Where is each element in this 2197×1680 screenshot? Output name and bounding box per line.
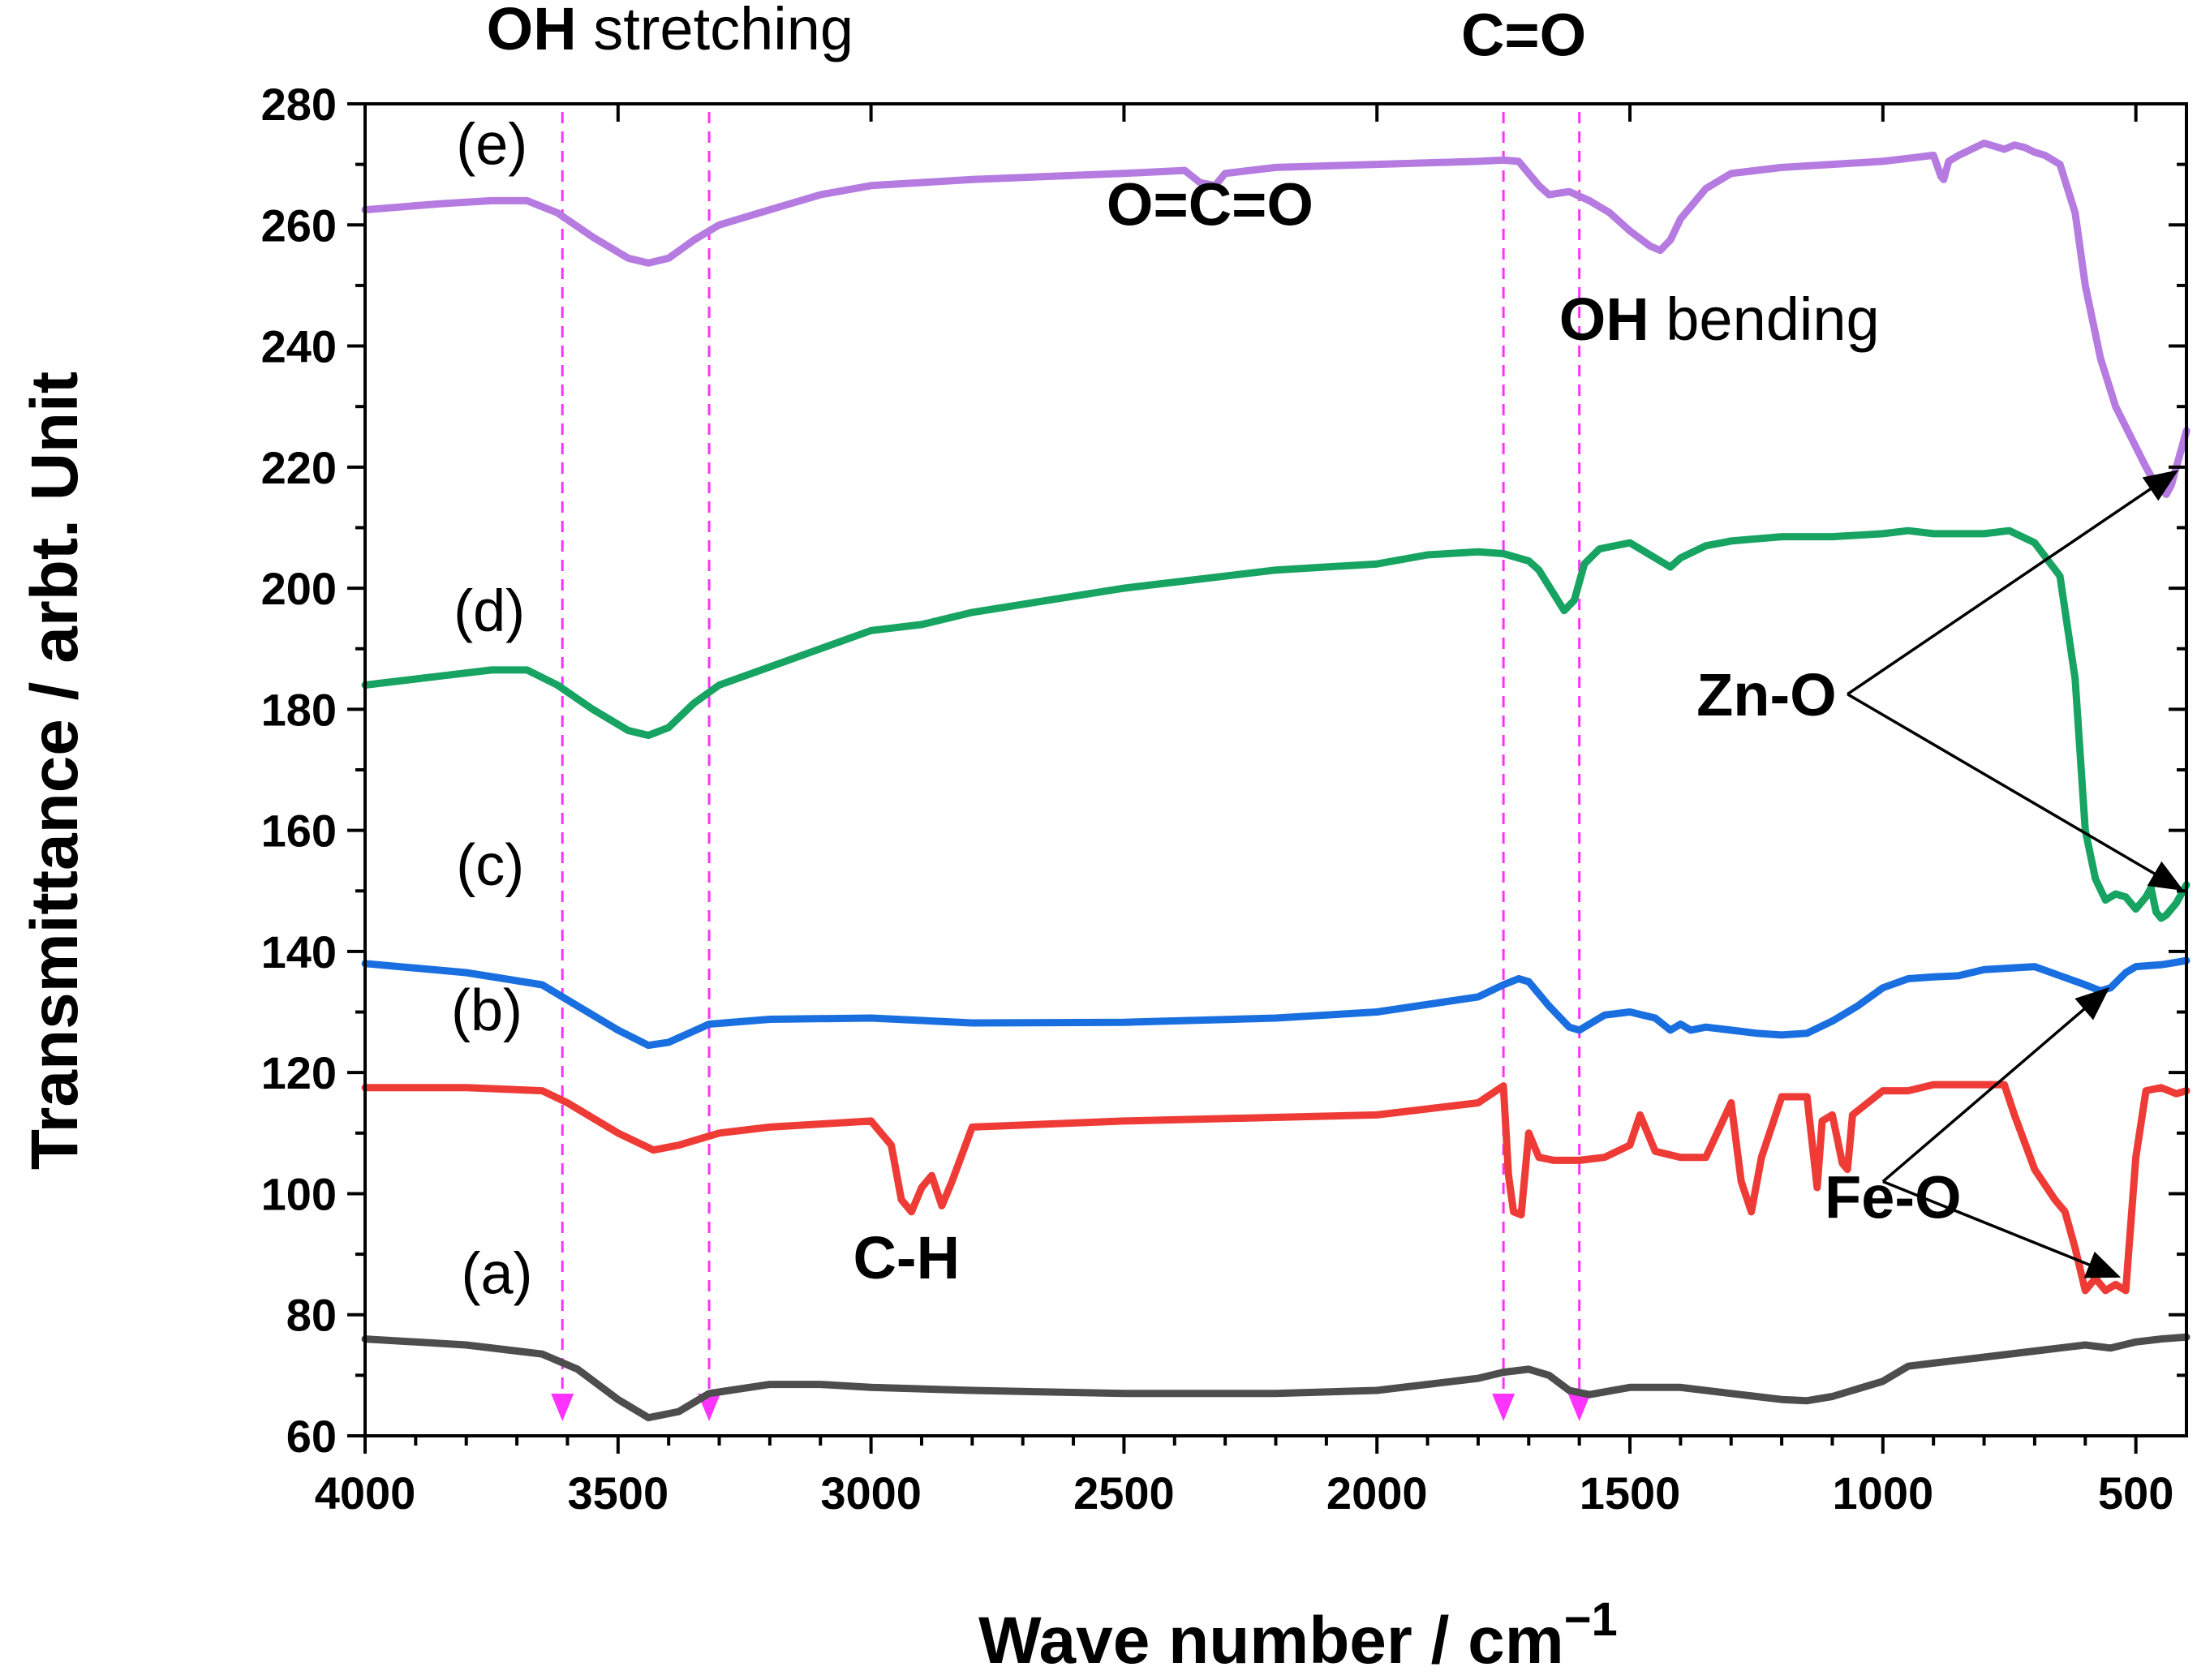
annotation-text: bending — [1649, 286, 1880, 353]
y-tick-label: 280 — [261, 79, 337, 130]
x-tick-label: 1500 — [1580, 1467, 1681, 1519]
annotation-layer: (a) (b) (c) (d) (e) OH stretching C=O O=C=O OH b… — [451, 0, 2184, 1307]
series-label: (c) — [456, 833, 524, 898]
series-line-e — [361, 140, 2191, 498]
annotation-arrow — [1847, 693, 2184, 892]
y-tick-label: 220 — [261, 442, 337, 493]
annotation-label: C-H — [853, 1224, 960, 1291]
series-layer — [361, 140, 2191, 1422]
y-tick-label: 120 — [261, 1047, 337, 1098]
axes-layer — [347, 102, 2188, 1454]
x-tick-label: 2000 — [1326, 1467, 1428, 1519]
annotation-arrow — [1882, 1179, 2122, 1278]
annotation-label: OH stretching — [487, 0, 853, 62]
x-tick-label: 500 — [2098, 1467, 2173, 1519]
x-axis-title-text: Wave number / cm — [978, 1604, 1564, 1678]
annotation-bold: C=O — [1461, 1, 1586, 68]
y-tick-label: 80 — [286, 1290, 337, 1341]
annotation-label: C=O — [1461, 1, 1586, 68]
y-tick-label: 260 — [261, 200, 337, 251]
y-tick-label: 100 — [261, 1168, 337, 1219]
reference-lines — [551, 112, 1591, 1421]
x-tick-label: 3000 — [820, 1467, 922, 1519]
annotation-bold: C-H — [853, 1224, 960, 1291]
label-layer: 60 80 100 120 140 160 180 200 220 240 260 280 4000 35… — [261, 79, 2174, 1519]
y-tick-label: 200 — [261, 563, 337, 614]
y-tick-label: 140 — [261, 926, 337, 977]
annotation-bold: Zn-O — [1696, 661, 1837, 728]
annotation-text: stretching — [577, 0, 853, 62]
x-axis-title-sup: −1 — [1564, 1593, 1618, 1646]
x-tick-label: 4000 — [315, 1467, 416, 1519]
annotation-arrow — [1881, 986, 2110, 1183]
annotation-label: O=C=O — [1107, 170, 1313, 238]
annotation-bold: OH — [487, 0, 577, 62]
y-axis-title: Transmittance / arbt. Unit — [18, 372, 92, 1170]
annotation-arrow — [1847, 470, 2179, 696]
series-line-a — [361, 1333, 2191, 1422]
y-tick-label: 240 — [261, 321, 337, 372]
reference-marker — [1492, 1394, 1516, 1421]
plot-frame — [363, 102, 2188, 1437]
annotation-bold: O=C=O — [1107, 170, 1313, 238]
annotation-bold: OH — [1559, 286, 1649, 353]
y-tick-label: 160 — [261, 806, 337, 857]
x-tick-label: 3500 — [568, 1467, 669, 1519]
y-tick-label: 60 — [286, 1411, 337, 1462]
series-label: (b) — [451, 978, 522, 1043]
series-label: (a) — [461, 1242, 532, 1307]
series-line-d — [361, 526, 2191, 922]
series-line-c — [361, 956, 2191, 1050]
y-tick-label: 180 — [261, 684, 337, 735]
annotation-label: Zn-O — [1696, 661, 1837, 728]
x-axis-title: Wave number / cm−1 — [978, 1593, 1618, 1678]
reference-marker — [551, 1394, 574, 1421]
x-tick-label: 1000 — [1833, 1467, 1934, 1519]
x-tick-label: 2500 — [1073, 1467, 1175, 1519]
series-label: (e) — [456, 113, 527, 178]
series-label: (d) — [454, 578, 525, 643]
annotation-label: OH bending — [1559, 286, 1880, 353]
reference-marker — [1567, 1394, 1591, 1421]
series-line-b — [361, 1081, 2191, 1295]
